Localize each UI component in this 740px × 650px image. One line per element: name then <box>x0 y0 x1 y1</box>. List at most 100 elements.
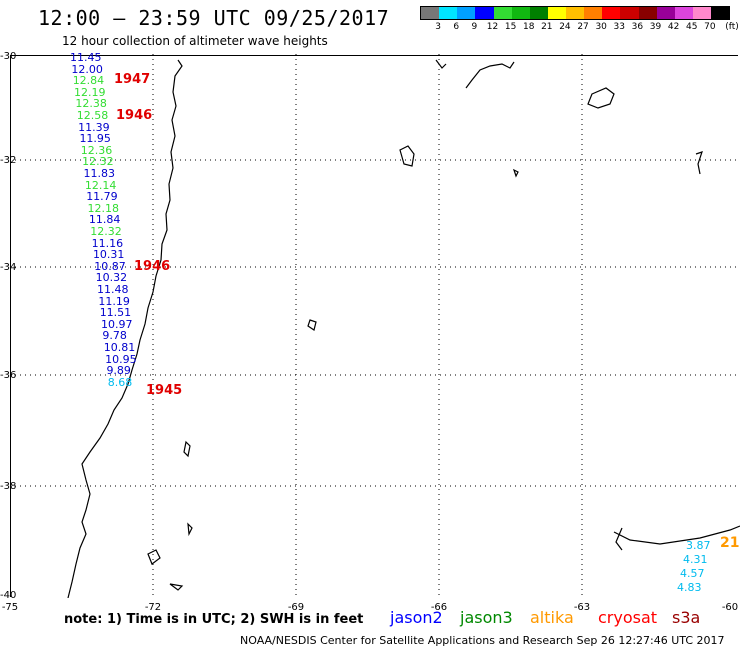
wave-height-value: 12.32 <box>82 155 114 169</box>
wave-height-value: 10.95 <box>105 352 137 366</box>
chilean-island <box>169 583 184 591</box>
wave-height-value: 9.89 <box>106 364 131 378</box>
lat-label: -30 <box>0 51 17 62</box>
wave-height-value: 9.78 <box>102 329 127 343</box>
wave-height-value: 4.31 <box>683 553 708 566</box>
wave-height-value: 11.95 <box>79 132 111 146</box>
scale-swatch <box>475 7 494 19</box>
wave-height-value: 10.31 <box>92 248 125 262</box>
coast-segment <box>695 151 703 175</box>
chilean-island <box>183 440 191 458</box>
wave-height-value: 11.45 <box>70 51 102 64</box>
scale-swatch <box>566 7 585 19</box>
scale-swatch <box>692 7 711 19</box>
wave-height-value: 8.68 <box>107 375 133 389</box>
wave-height-value: 12.00 <box>71 62 103 76</box>
wave-height-value: 11.16 <box>91 236 124 250</box>
lon-label: -75 <box>1 602 19 613</box>
scale-swatch <box>547 7 566 19</box>
argentina-coastline <box>435 59 515 89</box>
scale-label: 36 <box>631 22 644 32</box>
wave-height-value: 11.48 <box>97 283 129 296</box>
lat-label: -34 <box>0 262 17 273</box>
scale-swatch <box>511 7 530 19</box>
wave-height-value: 10.81 <box>103 341 136 354</box>
scale-label: 15 <box>504 22 517 32</box>
chilean-island <box>147 549 161 565</box>
scale-swatch <box>602 7 621 19</box>
wave-height-value: 4.83 <box>677 581 702 594</box>
wave-height-value: 10.87 <box>94 259 126 273</box>
map-title: 12:00 — 23:59 UTC 09/25/2017 <box>38 6 390 30</box>
wave-height-value: 12.14 <box>84 178 117 192</box>
wave-height-value: 12.36 <box>80 143 113 157</box>
lon-label: -72 <box>144 602 162 613</box>
wave-height-value: 11.19 <box>98 294 130 308</box>
lat-label: -36 <box>0 370 17 381</box>
small-island <box>512 168 519 178</box>
wave-height-value: 11.84 <box>88 213 121 227</box>
wave-height-value: 12.18 <box>87 201 120 215</box>
peninsula-valdes <box>587 87 615 109</box>
coast-segment <box>399 145 415 167</box>
small-island <box>307 319 317 331</box>
map-frame <box>10 55 738 597</box>
lon-label: -69 <box>287 602 305 613</box>
scale-swatch <box>529 7 548 19</box>
credit-footer: NOAA/NESDIS Center for Satellite Applica… <box>240 634 725 647</box>
scale-swatch <box>638 7 657 19</box>
orbit-label: 1947 <box>114 72 151 87</box>
legend-jason2: jason2 <box>390 608 443 627</box>
scale-swatch <box>674 7 693 19</box>
wave-height-value: 11.79 <box>86 190 118 204</box>
legend-cryosat: cryosat <box>598 608 658 627</box>
scale-swatch <box>620 7 639 19</box>
legend-altika: altika <box>530 608 574 627</box>
lon-label: -63 <box>573 602 591 613</box>
lon-label: -66 <box>430 602 448 613</box>
wave-height-value: 12.38 <box>75 97 107 111</box>
falkland-coastline <box>613 525 740 551</box>
scale-label: 39 <box>649 22 662 32</box>
wave-height-color-scale: 3 6 9 12 15 18 21 24 27 30 33 36 39 42 45 70 (ft) <box>420 6 740 32</box>
scale-label: 12 <box>486 22 499 32</box>
legend-jason3: jason3 <box>460 608 513 627</box>
wave-height-value: 11.83 <box>83 167 116 180</box>
scale-label: 18 <box>522 22 535 32</box>
wave-height-value: 12.84 <box>72 74 105 88</box>
wave-height-value: 10.97 <box>101 317 133 331</box>
scale-label: 24 <box>559 22 571 32</box>
wave-height-value: 12.32 <box>90 225 122 238</box>
scale-label: 9 <box>471 22 478 32</box>
scale-label: 33 <box>613 22 626 32</box>
scale-swatch <box>711 7 730 19</box>
scale-swatch <box>421 7 440 19</box>
legend-s3a: s3a <box>672 608 701 627</box>
scale-label: 42 <box>667 22 680 32</box>
chilean-island <box>187 522 193 537</box>
footer-note: note: 1) Time is in UTC; 2) SWH is in fe… <box>64 612 364 627</box>
lon-label: -60 <box>721 602 739 613</box>
grid-lines <box>10 54 740 598</box>
orbit-label: 1946 <box>116 108 153 123</box>
lat-label: -40 <box>0 590 17 601</box>
scale-swatch <box>656 7 675 19</box>
scale-swatch <box>493 7 512 19</box>
map-canvas <box>10 54 740 598</box>
color-scale-labels: 3 6 9 12 15 18 21 24 27 30 33 36 39 42 45 70 (ft) <box>420 20 740 32</box>
edge-value: 21. <box>720 535 740 551</box>
scale-label: 45 <box>686 22 698 32</box>
chile-coastline <box>67 59 183 598</box>
scale-swatch <box>457 7 476 19</box>
wave-height-value: 10.32 <box>95 271 128 285</box>
orbit-label: 1946 <box>134 259 171 274</box>
lat-label: -32 <box>0 155 17 166</box>
scale-label: 6 <box>453 22 460 32</box>
wave-height-value: 12.58 <box>76 109 109 122</box>
scale-label: 70 <box>704 22 716 32</box>
scale-label: 27 <box>577 22 589 32</box>
wave-height-value: 12.19 <box>74 85 106 99</box>
wave-height-value: 11.39 <box>78 120 110 134</box>
wave-height-value: 4.57 <box>680 567 705 580</box>
map-subtitle: 12 hour collection of altimeter wave hei… <box>62 34 328 48</box>
